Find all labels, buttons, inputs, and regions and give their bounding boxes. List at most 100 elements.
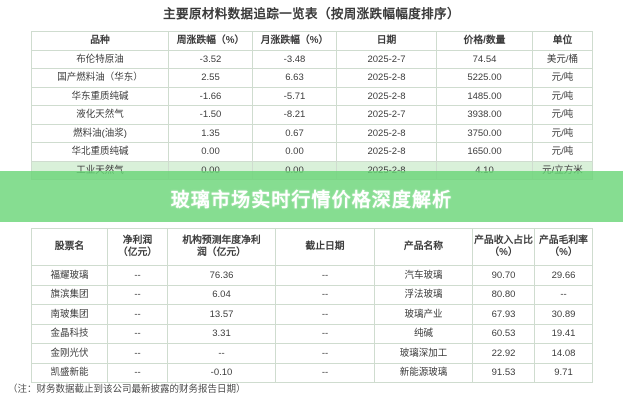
cell-variety: 燃料油(油浆): [31, 123, 169, 143]
overlay-banner-title: 玻璃市场实时行情价格深度解析: [170, 190, 453, 211]
cell-gross-margin: 9.71: [534, 362, 593, 383]
cell-month-change: -8.21: [252, 105, 337, 125]
cell-net-profit: --: [107, 304, 168, 325]
cell-cutoff-date: --: [275, 304, 375, 325]
cell-month-change: 0.00: [252, 160, 337, 180]
cell-forecast-profit: --: [167, 343, 276, 364]
cell-variety: 国产燃料油（华东）: [31, 68, 169, 88]
cell-forecast-profit: 3.31: [167, 323, 276, 344]
cell-product-name: 汽车玻璃: [374, 265, 473, 286]
column-header-line: （%）: [549, 247, 578, 258]
materials-table-header-row: 品种 周涨跌幅（%） 月涨跌幅（%） 日期 价格/数量 单位: [31, 31, 593, 51]
cell-gross-margin: 19.41: [534, 323, 593, 344]
cell-variety: 工业天然气: [31, 160, 169, 180]
cell-stock-name: 南玻集团: [31, 304, 108, 325]
cell-stock-name: 金晶科技: [31, 323, 108, 344]
table-row: 南玻集团 -- 13.57 -- 玻璃产业 67.93 30.89: [31, 304, 593, 325]
cell-week-change: -3.52: [168, 49, 253, 69]
cell-unit: 美元/桶: [532, 49, 593, 69]
column-header-line: （%）: [489, 247, 518, 258]
column-header-line: （亿元）: [117, 247, 158, 258]
cell-forecast-profit: 13.57: [167, 304, 276, 325]
cell-gross-margin: 14.08: [534, 343, 593, 364]
column-header-cutoff-date: 截止日期: [275, 228, 375, 266]
cell-gross-margin: 29.66: [534, 265, 593, 286]
cell-stock-name: 凯盛新能: [31, 362, 108, 383]
cell-month-change: -5.71: [252, 86, 337, 106]
cell-month-change: 0.00: [252, 142, 337, 162]
cell-revenue-share: 90.70: [472, 265, 535, 286]
cell-date: 2025-2-8: [336, 160, 437, 180]
table-row: 布伦特原油 -3.52 -3.48 2025-2-7 74.54 美元/桶: [31, 49, 593, 69]
column-header-line: 机构预测年度净利: [182, 235, 261, 247]
cell-price: 74.54: [436, 49, 533, 69]
column-header-line: 润（亿元）: [197, 247, 246, 258]
cell-week-change: 2.55: [168, 68, 253, 88]
stocks-table: 股票名 净利润 （亿元） 机构预测年度净利 润（亿元） 截止日期 产品名称 产品收入占比 （%）…: [31, 228, 593, 383]
table-row: 旗滨集团 -- 6.04 -- 浮法玻璃 80.80 --: [31, 284, 593, 305]
cell-date: 2025-2-8: [336, 123, 437, 143]
cell-revenue-share: 91.53: [472, 362, 535, 383]
cell-revenue-share: 80.80: [472, 284, 535, 305]
table-row: 凯盛新能 -- -0.10 -- 新能源玻璃 91.53 9.71: [31, 362, 593, 383]
cell-stock-name: 金刚光伏: [31, 343, 108, 364]
cell-unit: 元/立方米: [532, 160, 593, 180]
cell-stock-name: 旗滨集团: [31, 284, 108, 305]
cell-price: 4.10: [436, 160, 533, 180]
cell-variety: 液化天然气: [31, 105, 169, 125]
cell-gross-margin: 30.89: [534, 304, 593, 325]
cell-stock-name: 福耀玻璃: [31, 265, 108, 286]
cell-week-change: 0.00: [168, 160, 253, 180]
table-row: 金晶科技 -- 3.31 -- 纯碱 60.53 19.41: [31, 323, 593, 344]
table-row: 福耀玻璃 -- 76.36 -- 汽车玻璃 90.70 29.66: [31, 265, 593, 286]
cell-week-change: -1.50: [168, 105, 253, 125]
table-row: 国产燃料油（华东） 2.55 6.63 2025-2-8 5225.00 元/吨: [31, 68, 593, 88]
cell-date: 2025-2-8: [336, 68, 437, 88]
column-header-line: 产品收入占比: [474, 235, 533, 247]
column-header-revenue-share: 产品收入占比 （%）: [472, 228, 535, 266]
cell-unit: 元/吨: [532, 86, 593, 106]
column-header-line: 净利润: [122, 235, 153, 247]
cell-gross-margin: --: [534, 284, 593, 305]
column-header-price: 价格/数量: [436, 31, 533, 51]
column-header-net-profit: 净利润 （亿元）: [107, 228, 168, 266]
column-header-gross-margin: 产品毛利率 （%）: [534, 228, 593, 266]
column-header-line: 产品名称: [403, 241, 444, 253]
cell-net-profit: --: [107, 362, 168, 383]
table-row: 华北重质纯碱 0.00 0.00 2025-2-8 1650.00 元/吨: [31, 142, 593, 162]
cell-month-change: -3.48: [252, 49, 337, 69]
page-title: 主要原材料数据追踪一览表（按周涨跌幅幅度排序）: [163, 7, 460, 21]
cell-date: 2025-2-8: [336, 86, 437, 106]
cell-revenue-share: 22.92: [472, 343, 535, 364]
cell-product-name: 浮法玻璃: [374, 284, 473, 305]
cell-net-profit: --: [107, 265, 168, 286]
column-header-stock-name: 股票名: [31, 228, 108, 266]
stocks-table-header-row: 股票名 净利润 （亿元） 机构预测年度净利 润（亿元） 截止日期 产品名称 产品收入占比 （%）…: [31, 228, 593, 266]
cell-cutoff-date: --: [275, 265, 375, 286]
table-row: 燃料油(油浆) 1.35 0.67 2025-2-8 3750.00 元/吨: [31, 123, 593, 143]
cell-revenue-share: 67.93: [472, 304, 535, 325]
cell-forecast-profit: -0.10: [167, 362, 276, 383]
cell-product-name: 纯碱: [374, 323, 473, 344]
column-header-forecast-profit: 机构预测年度净利 润（亿元）: [167, 228, 276, 266]
column-header-line: 产品毛利率: [539, 235, 588, 247]
cell-unit: 元/吨: [532, 68, 593, 88]
cell-variety: 华东重质纯碱: [31, 86, 169, 106]
cell-net-profit: --: [107, 284, 168, 305]
cell-variety: 布伦特原油: [31, 49, 169, 69]
cell-week-change: -1.66: [168, 86, 253, 106]
column-header-product-name: 产品名称: [374, 228, 473, 266]
cell-product-name: 玻璃产业: [374, 304, 473, 325]
cell-net-profit: --: [107, 343, 168, 364]
cell-cutoff-date: --: [275, 284, 375, 305]
cell-unit: 元/吨: [532, 142, 593, 162]
cell-price: 3750.00: [436, 123, 533, 143]
footnote: （注：财务数据截止到该公司最新披露的财务报告日期）: [8, 384, 246, 395]
cell-month-change: 0.67: [252, 123, 337, 143]
cell-cutoff-date: --: [275, 362, 375, 383]
cell-forecast-profit: 6.04: [167, 284, 276, 305]
cell-cutoff-date: --: [275, 343, 375, 364]
cell-unit: 元/吨: [532, 123, 593, 143]
table-row: 华东重质纯碱 -1.66 -5.71 2025-2-8 1485.00 元/吨: [31, 86, 593, 106]
